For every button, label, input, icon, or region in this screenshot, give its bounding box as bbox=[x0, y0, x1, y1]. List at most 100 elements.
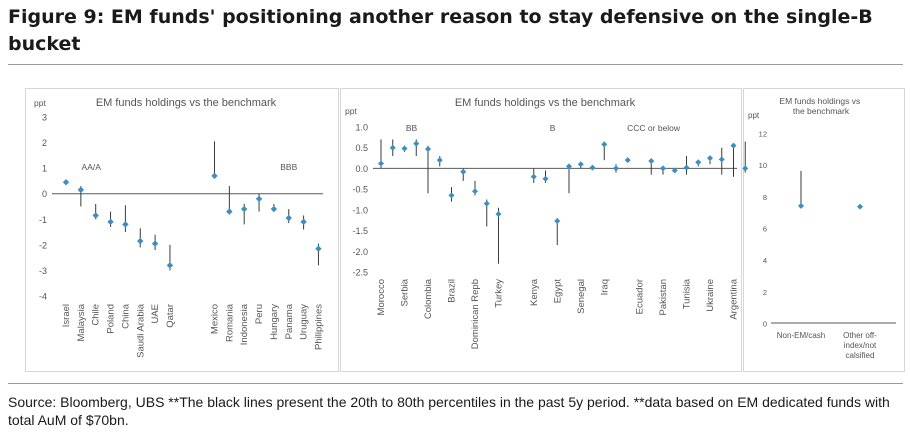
x-tick-label: Poland bbox=[106, 304, 117, 334]
chart-panel-2 bbox=[340, 88, 742, 372]
y-tick-label: 0.0 bbox=[355, 164, 368, 174]
x-tick-label: Indonesia bbox=[239, 303, 250, 345]
data-point bbox=[226, 208, 233, 215]
data-point bbox=[857, 203, 863, 210]
x-tick-label: Philippines bbox=[313, 304, 324, 350]
x-tick-label: Argentina bbox=[729, 278, 740, 319]
data-point bbox=[62, 179, 70, 186]
data-point bbox=[624, 157, 631, 164]
x-tick-label: Qatar bbox=[165, 304, 176, 328]
group-label: BBB bbox=[280, 162, 297, 172]
chart2-title: EM funds holdings vs the benchmark bbox=[455, 97, 636, 109]
group-label: CCC or below bbox=[627, 123, 681, 133]
y-tick-label: -2.0 bbox=[352, 247, 368, 257]
y-tick-label: 8 bbox=[763, 193, 767, 202]
y-tick-label: 1 bbox=[42, 164, 47, 174]
data-point bbox=[92, 212, 99, 219]
data-point bbox=[122, 221, 129, 228]
x-tick-label: Morocco bbox=[376, 279, 387, 315]
x-tick-label: Non-EM/cash bbox=[777, 331, 825, 340]
y-tick-label: 0.5 bbox=[355, 143, 368, 153]
x-tick-label: Turkey bbox=[494, 279, 505, 308]
data-point bbox=[648, 157, 655, 164]
x-tick-label: Serbia bbox=[400, 278, 411, 306]
data-point bbox=[425, 145, 431, 152]
data-point bbox=[589, 164, 596, 171]
data-point bbox=[151, 240, 159, 247]
y-tick-label: 1.0 bbox=[355, 123, 368, 133]
x-tick-label: Dominican Repb bbox=[470, 279, 481, 349]
data-point bbox=[577, 161, 584, 168]
data-point bbox=[460, 168, 467, 175]
data-point bbox=[671, 167, 678, 174]
x-tick-label: Brazil bbox=[447, 279, 458, 303]
x-tick-label: Hungary bbox=[269, 304, 280, 340]
x-tick-label-line: calsified bbox=[846, 351, 875, 360]
y-tick-label: -0.5 bbox=[352, 185, 368, 195]
figure-title: Figure 9: EM funds' positioning another … bbox=[8, 6, 873, 55]
y-tick-label: -1.5 bbox=[352, 226, 368, 236]
x-tick-label: Israel bbox=[61, 304, 72, 327]
data-point bbox=[448, 192, 455, 199]
chart3-title: EM funds holdings vs the benchmark bbox=[779, 96, 862, 116]
x-tick-label: Chile bbox=[91, 304, 102, 326]
data-point bbox=[315, 245, 322, 252]
y-tick-label: -3 bbox=[39, 266, 47, 276]
x-tick-label: UAE bbox=[150, 304, 161, 324]
x-tick-label: Senegal bbox=[576, 279, 587, 314]
group-label: B bbox=[550, 123, 556, 133]
data-point bbox=[495, 211, 502, 217]
group-label: BB bbox=[406, 123, 418, 133]
data-point bbox=[378, 160, 384, 167]
data-point bbox=[660, 165, 666, 172]
y-tick-label: -4 bbox=[39, 292, 47, 302]
x-tick-label: China bbox=[120, 303, 131, 329]
y-tick-label: -2 bbox=[39, 240, 47, 250]
y-tick-label: 12 bbox=[759, 130, 767, 139]
x-tick-label: Saudi Arabia bbox=[135, 303, 146, 358]
data-point bbox=[695, 159, 702, 166]
source-note: Source: Bloomberg, UBS **The black lines… bbox=[8, 394, 890, 428]
data-point bbox=[166, 262, 174, 269]
data-point bbox=[270, 205, 278, 213]
x-tick-label: Ukraine bbox=[705, 279, 716, 312]
data-point bbox=[472, 188, 478, 195]
x-tick-label: Mexico bbox=[210, 304, 221, 334]
data-point bbox=[554, 218, 561, 225]
x-tick-label-line: Non-EM/cash bbox=[777, 331, 825, 340]
data-point bbox=[613, 165, 619, 172]
x-tick-label: Colombia bbox=[423, 278, 434, 319]
y-tick-label: -1.0 bbox=[352, 205, 368, 215]
data-point bbox=[436, 157, 443, 164]
chart3-ylabel: ppt bbox=[748, 111, 760, 120]
chart-panel-1 bbox=[25, 88, 339, 372]
data-point bbox=[137, 237, 144, 245]
data-point bbox=[718, 156, 725, 163]
y-tick-label: 0 bbox=[42, 189, 47, 199]
data-point bbox=[530, 173, 537, 180]
data-point bbox=[601, 141, 608, 148]
chart3-title-line1: EM funds holdings vs bbox=[779, 96, 860, 106]
y-tick-label: 6 bbox=[763, 225, 767, 234]
data-point bbox=[707, 155, 713, 162]
chart2-ylabel: ppt bbox=[345, 106, 357, 116]
data-point bbox=[798, 202, 804, 209]
chart1-plot: 3 2 1 0 -1 -2 -3 -4 AA/A BBB Israel Malaysia Chile Po… bbox=[39, 113, 324, 358]
source-divider bbox=[8, 383, 903, 384]
data-point bbox=[413, 140, 420, 147]
x-tick-label: Malaysia bbox=[76, 303, 87, 341]
x-tick-label: Other off-index/not calsified bbox=[843, 331, 877, 360]
data-point bbox=[730, 142, 737, 149]
y-tick-label: 4 bbox=[763, 256, 767, 265]
x-tick-label: Romania bbox=[224, 303, 235, 342]
y-tick-label: 10 bbox=[759, 161, 767, 170]
x-tick-label: Panama bbox=[284, 303, 295, 339]
x-tick-label: Uruguay bbox=[299, 304, 310, 340]
chart1-ylabel: ppt bbox=[34, 98, 46, 108]
chart1-title: EM funds holdings vs the benchmark bbox=[96, 97, 277, 109]
data-point bbox=[742, 165, 749, 172]
data-point bbox=[566, 163, 572, 170]
x-tick-label: Ecuador bbox=[635, 279, 646, 314]
chart2-plot: 1.00.50.0-0.5-1.0-1.5-2.0-2.5BB B CCC or b… bbox=[352, 123, 749, 349]
